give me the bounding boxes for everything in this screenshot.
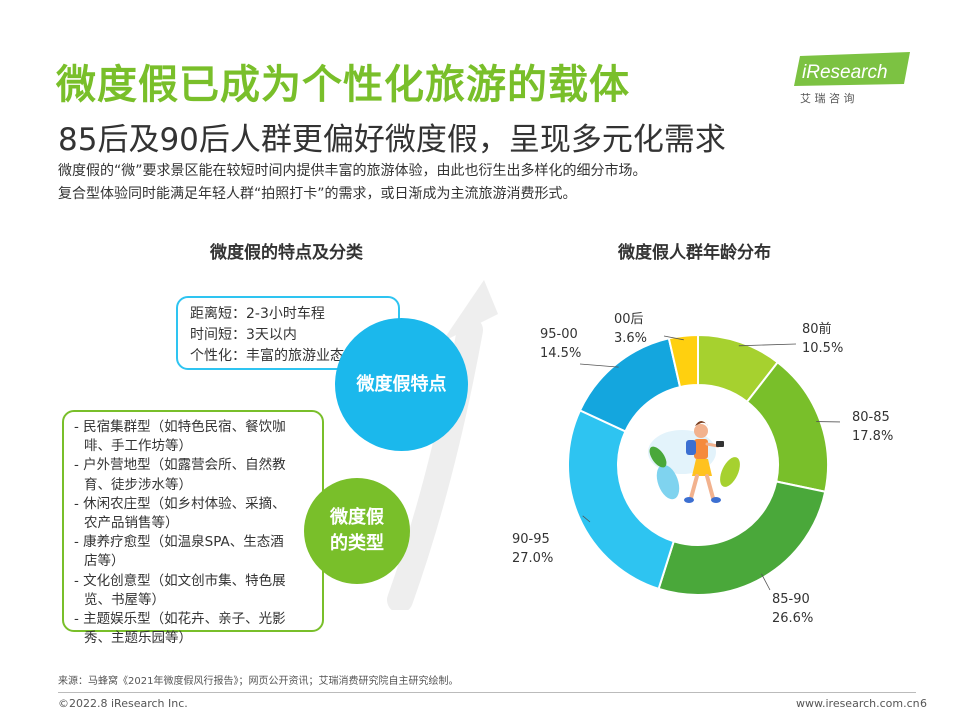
type-item: 育、徒步涉水等） — [84, 476, 192, 493]
donut-slice-85-90 — [657, 480, 827, 596]
leader-line-95-00 — [579, 363, 619, 368]
description-line-2: 复合型体验同时能满足年轻人群“拍照打卡”的需求，或日渐成为主流旅游消费形式。 — [58, 186, 577, 202]
donut-slice-90-95 — [567, 409, 676, 591]
logo-tagline: 艾 瑞 咨 询 — [800, 91, 855, 105]
type-item: 农产品销售等） — [84, 515, 179, 532]
features-circle: 微度假特点 — [335, 318, 468, 451]
leader-line-90-95 — [582, 515, 591, 523]
types-circle: 微度假 的类型 — [304, 478, 410, 584]
label-80-85: 80-85 17.8% — [852, 408, 893, 446]
logo-banner — [794, 52, 910, 86]
leader-line-85-90 — [761, 573, 771, 591]
label-90-95: 90-95 27.0% — [512, 530, 553, 568]
iresearch-logo: iResearch 艾 瑞 咨 询 — [794, 52, 910, 105]
label-00后: 00后 3.6% — [614, 310, 647, 348]
value-label: 17.8% — [852, 429, 894, 444]
page-title: 微度假已成为个性化旅游的载体 — [56, 62, 630, 108]
value-label: 10.5% — [802, 341, 844, 356]
website-link[interactable]: www.iresearch.com.cn — [796, 697, 920, 710]
type-item: 啡、手工作坊等） — [84, 438, 192, 455]
category-label: 00后 — [614, 312, 644, 327]
feature-item: 时间短：3天以内 — [190, 327, 297, 343]
types-circle-line-2: 的类型 — [330, 533, 384, 554]
type-item: - 休闲农庄型（如乡村体验、采摘、 — [74, 495, 286, 512]
feature-item: 个性化：丰富的旅游业态 — [190, 348, 344, 364]
leader-line-00后 — [663, 335, 684, 341]
type-item: 秀、主题乐园等） — [84, 630, 192, 647]
left-section-heading: 微度假的特点及分类 — [210, 243, 363, 263]
category-label: 85-90 — [772, 592, 810, 607]
donut-leader-lines — [579, 335, 840, 591]
leader-line-80前 — [738, 343, 797, 347]
category-label: 80-85 — [852, 410, 890, 425]
description-line-1: 微度假的“微”要求景区能在较短时间内提供丰富的旅游体验，由此也衍生出多样化的细分… — [58, 163, 647, 179]
value-label: 3.6% — [614, 331, 648, 346]
footer-divider — [58, 692, 916, 693]
type-item: - 户外营地型（如露营会所、自然教 — [74, 457, 286, 474]
copyright: ©2022.8 iResearch Inc. — [58, 697, 188, 710]
type-item: 店等） — [84, 553, 125, 570]
type-item: - 民宿集群型（如特色民宿、餐饮咖 — [74, 419, 286, 435]
type-item: - 主题娱乐型（如花卉、亲子、光影 — [74, 611, 286, 628]
label-95-00: 95-00 14.5% — [540, 325, 581, 363]
traveler-illustration — [636, 403, 760, 527]
age-donut-chart — [567, 333, 840, 596]
donut-slice-00后 — [667, 333, 699, 389]
types-box: - 民宿集群型（如特色民宿、餐饮咖 啡、手工作坊等） - 户外营地型（如露营会所… — [62, 410, 324, 646]
type-item: 览、书屋等） — [84, 591, 165, 608]
value-label: 26.6% — [772, 611, 814, 626]
logo-brand-text: iResearch — [802, 62, 888, 83]
page-subtitle: 85后及90后人群更偏好微度假，呈现多元化需求 — [58, 122, 726, 158]
source-note: 来源：马蜂窝《2021年微度假风行报告》；网页公开资讯；艾瑞消费研究院自主研究绘… — [58, 676, 459, 687]
value-label: 14.5% — [540, 346, 582, 361]
page-number: 6 — [920, 697, 927, 710]
description: 微度假的“微”要求景区能在较短时间内提供丰富的旅游体验，由此也衍生出多样化的细分… — [58, 160, 647, 206]
type-item: - 文化创意型（如文创市集、特色展 — [74, 572, 286, 589]
label-80前: 80前 10.5% — [802, 320, 843, 358]
category-label: 80前 — [802, 322, 832, 337]
value-label: 27.0% — [512, 551, 554, 566]
category-label: 90-95 — [512, 532, 550, 547]
right-section-heading: 微度假人群年龄分布 — [618, 243, 771, 263]
category-label: 95-00 — [540, 327, 578, 342]
type-item: - 康养疗愈型（如温泉SPA、生态酒 — [74, 534, 284, 551]
types-circle-line-1: 微度假 — [330, 507, 384, 528]
feature-item: 距离短：2-3小时车程 — [190, 306, 325, 322]
label-85-90: 85-90 26.6% — [772, 590, 813, 628]
donut-slices — [567, 333, 829, 596]
